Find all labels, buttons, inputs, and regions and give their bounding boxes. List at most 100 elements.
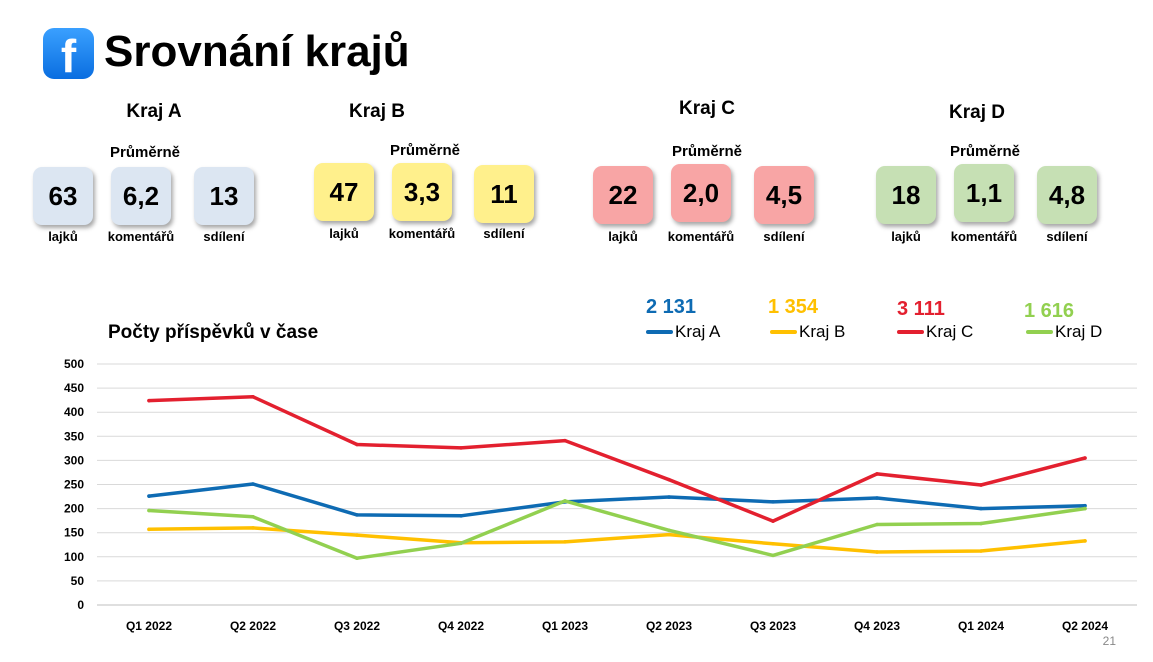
- x-tick-label: Q1 2024: [958, 619, 1004, 633]
- stat-likes-label: lajků: [608, 229, 638, 244]
- y-tick-label: 400: [64, 405, 84, 419]
- page-title: Srovnání krajů: [104, 27, 410, 76]
- average-label: Průměrně: [389, 142, 461, 159]
- data-point: [771, 519, 775, 523]
- legend-line-marker: [770, 330, 797, 334]
- y-tick-label: 200: [64, 502, 84, 516]
- data-point: [355, 556, 359, 561]
- data-point: [771, 553, 775, 558]
- region-name: Kraj D: [949, 102, 1005, 123]
- y-tick-label: 150: [64, 526, 84, 540]
- data-point: [355, 513, 359, 517]
- region-name: Kraj B: [349, 101, 405, 122]
- x-tick-label: Q2 2022: [230, 619, 276, 633]
- stat-comments-value: 6,2: [111, 167, 171, 225]
- x-tick-label: Q4 2022: [438, 619, 484, 633]
- legend-item: Kraj A: [646, 322, 720, 342]
- data-point: [1083, 506, 1087, 511]
- data-point: [1083, 456, 1087, 460]
- x-tick-label: Q2 2023: [646, 619, 692, 633]
- region-name: Kraj A: [126, 101, 182, 122]
- legend-line-marker: [897, 330, 924, 334]
- stat-comments-value: 3,3: [392, 163, 452, 221]
- stat-likes-label: lajků: [48, 229, 78, 244]
- stat-likes-value: 18: [876, 166, 936, 224]
- series-line-kraj-c: [147, 395, 1087, 523]
- legend-label: Kraj B: [799, 322, 846, 341]
- data-point: [979, 483, 983, 487]
- stat-likes-label: lajků: [891, 229, 921, 244]
- stat-likes-value: 63: [33, 167, 93, 225]
- data-point: [1083, 539, 1087, 543]
- data-point: [251, 394, 255, 399]
- data-point: [251, 482, 255, 486]
- data-point: [667, 477, 671, 482]
- stat-shares-label: sdílení: [203, 229, 245, 244]
- y-tick-label: 0: [77, 598, 84, 612]
- stat-comments-label: komentářů: [388, 226, 456, 241]
- x-tick-label: Q2 2024: [1062, 619, 1108, 633]
- x-tick-label: Q4 2023: [854, 619, 900, 633]
- data-point: [875, 496, 879, 500]
- stat-comments-label: komentářů: [107, 229, 175, 244]
- legend-line-marker: [1026, 330, 1053, 334]
- data-point: [667, 528, 671, 533]
- stat-shares-label: sdílení: [763, 229, 805, 244]
- y-tick-label: 50: [71, 574, 85, 588]
- page-number: 21: [1102, 634, 1116, 648]
- y-tick-label: 300: [64, 453, 84, 467]
- x-tick-label: Q1 2022: [126, 619, 172, 633]
- data-point: [147, 398, 151, 403]
- data-point: [147, 527, 151, 532]
- stat-comments-value: 2,0: [671, 164, 731, 222]
- stat-shares-label: sdílení: [1046, 229, 1088, 244]
- stat-shares-value: 11: [474, 165, 534, 223]
- stat-shares-value: 4,8: [1037, 166, 1097, 224]
- stat-shares-value: 4,5: [754, 166, 814, 224]
- stat-comments-label: komentářů: [950, 229, 1018, 244]
- x-tick-label: Q1 2023: [542, 619, 588, 633]
- data-point: [251, 514, 255, 519]
- legend-item: Kraj C: [897, 322, 973, 342]
- y-tick-label: 500: [64, 357, 84, 371]
- region-name: Kraj C: [679, 98, 735, 119]
- average-label: Průměrně: [671, 143, 743, 160]
- legend-total: 3 111: [897, 298, 945, 320]
- data-point: [459, 541, 463, 546]
- y-tick-label: 350: [64, 429, 84, 443]
- stat-shares-label: sdílení: [483, 226, 525, 241]
- data-point: [251, 526, 255, 530]
- data-point: [355, 442, 359, 447]
- legend-total: 1 616: [1024, 300, 1075, 322]
- stat-likes-value: 47: [314, 163, 374, 221]
- series-line-kraj-a: [147, 482, 1087, 518]
- stat-likes-value: 22: [593, 166, 653, 224]
- average-label: Průměrně: [949, 143, 1021, 160]
- stat-shares-value: 13: [194, 167, 254, 225]
- x-tick-label: Q3 2022: [334, 619, 380, 633]
- data-point: [355, 533, 359, 537]
- legend-label: Kraj C: [926, 322, 974, 341]
- data-point: [875, 472, 879, 476]
- data-point: [875, 522, 879, 527]
- average-label: Průměrně: [109, 144, 181, 161]
- data-point: [979, 549, 983, 553]
- legend-label: Kraj A: [675, 322, 721, 341]
- facebook-icon: f: [43, 28, 94, 82]
- data-point: [459, 446, 463, 450]
- data-point: [875, 550, 879, 554]
- series-line-kraj-b: [147, 526, 1087, 554]
- data-point: [771, 541, 775, 546]
- data-point: [563, 499, 567, 503]
- data-point: [563, 438, 567, 443]
- legend-total: 1 354: [768, 296, 819, 318]
- legend-label: Kraj D: [1055, 322, 1103, 341]
- legend-line-marker: [646, 330, 673, 334]
- data-point: [771, 500, 775, 504]
- data-point: [667, 495, 671, 499]
- data-point: [147, 508, 151, 513]
- data-point: [147, 494, 151, 498]
- stat-likes-label: lajků: [329, 226, 359, 241]
- data-point: [1083, 503, 1087, 508]
